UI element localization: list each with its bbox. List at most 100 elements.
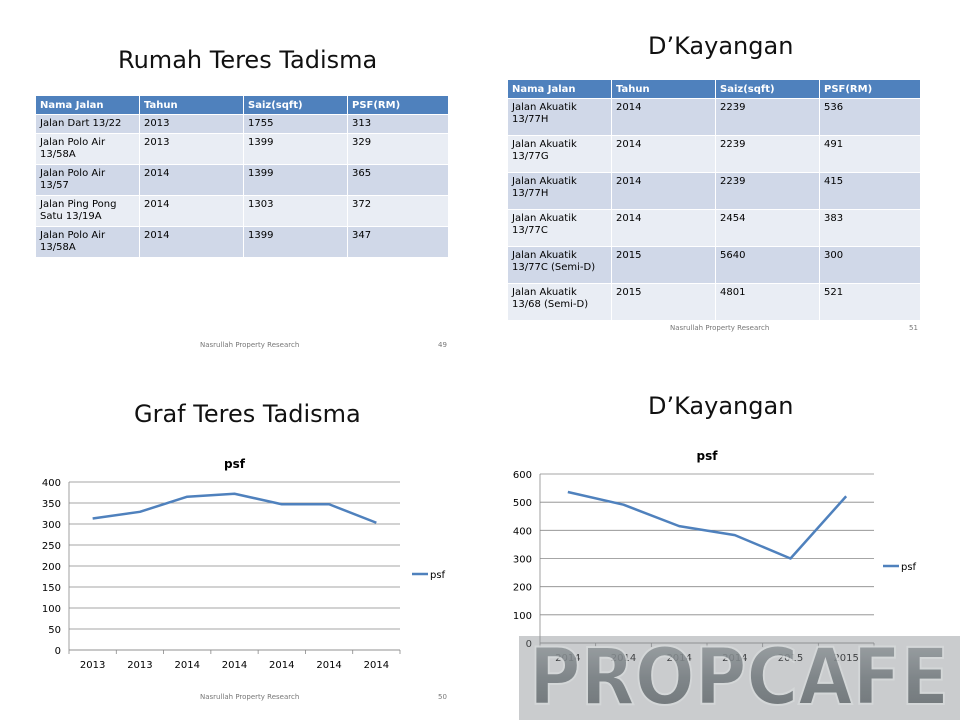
table-row: Jalan Dart 13/22 2013 1755 313: [36, 114, 449, 134]
col-header: Tahun: [139, 96, 244, 115]
y-tick-label: 500: [513, 498, 532, 509]
x-tick-label: 2014: [555, 653, 580, 664]
table-cell: 2014: [611, 98, 716, 136]
y-tick-label: 150: [42, 583, 61, 594]
y-tick-label: 0: [55, 646, 61, 657]
table-cell: 2014: [611, 135, 716, 173]
table-cell: 415: [819, 172, 921, 210]
table-row: Jalan Akuatik 13/77C 2014 2454 383: [508, 209, 921, 247]
slide1-title: Rumah Teres Tadisma: [118, 46, 378, 74]
slide4-title: D’Kayangan: [648, 392, 794, 420]
x-tick-label: 2014: [364, 660, 389, 671]
table-cell: Jalan Akuatik 13/77C: [508, 209, 612, 247]
table-cell: 365: [347, 164, 449, 196]
series-line-psf: [567, 490, 848, 560]
table-row: Jalan Akuatik 13/77G 2014 2239 491: [508, 135, 921, 173]
table-cell: 2015: [611, 283, 716, 320]
legend-label: psf: [430, 570, 446, 581]
table-cell: 1755: [243, 114, 348, 134]
chart-title: psf: [697, 449, 719, 463]
table-cell: 2014: [139, 226, 244, 257]
x-tick-label: 2013: [127, 660, 152, 671]
x-tick-label: 2015: [778, 653, 803, 664]
chart-dkayangan: psf 0 100 200 300 400 500 600 2014 2014 2014 2014 20…: [513, 449, 917, 664]
table-cell: Jalan Dart 13/22: [36, 114, 140, 134]
table-row: Jalan Ping Pong Satu 13/19A 2014 1303 372: [36, 195, 449, 227]
table-row: Jalan Akuatik 13/77H 2014 2239 536: [508, 98, 921, 136]
slide2-footer: Nasrullah Property Research: [670, 324, 770, 332]
table-cell: 2014: [611, 209, 716, 247]
table-cell: 329: [347, 133, 449, 165]
y-tick-label: 100: [42, 604, 61, 615]
table-cell: 347: [347, 226, 449, 257]
table-cell: 521: [819, 283, 921, 320]
slide2-title: D’Kayangan: [648, 32, 794, 60]
table-cell: Jalan Ping Pong Satu 13/19A: [36, 195, 140, 227]
legend-label: psf: [901, 562, 917, 573]
col-header: PSF(RM): [347, 96, 449, 115]
y-tick-label: 300: [513, 555, 532, 566]
x-tick-label: 2014: [666, 653, 691, 664]
table-cell: 2454: [715, 209, 820, 247]
table-cell: 300: [819, 246, 921, 284]
table-row: Jalan Akuatik 13/77C (Semi-D) 2015 5640 300: [508, 246, 921, 284]
table-row: Jalan Polo Air 13/58A 2014 1399 347: [36, 226, 449, 257]
table-cell: Jalan Akuatik 13/68 (Semi-D): [508, 283, 612, 320]
table-cell: Jalan Polo Air 13/58A: [36, 226, 140, 257]
table-cell: 1303: [243, 195, 348, 227]
table-cell: 1399: [243, 133, 348, 165]
x-tick-label: 2013: [80, 660, 105, 671]
table-cell: 372: [347, 195, 449, 227]
table-cell: 1399: [243, 226, 348, 257]
watermark-text: PROPCAFE: [529, 633, 949, 720]
table-cell: 4801: [715, 283, 820, 320]
col-header: Nama Jalan: [36, 96, 140, 115]
table-row: Jalan Polo Air 13/58A 2013 1399 329: [36, 133, 449, 165]
y-tick-label: 200: [513, 583, 532, 594]
table-cell: 2014: [611, 172, 716, 210]
table-cell: 313: [347, 114, 449, 134]
chart-teres-tadisma: psf 0 50 100 150 200 250 300 350 400 2013 2013 2014 2…: [42, 457, 446, 671]
y-tick-label: 200: [42, 562, 61, 573]
table-cell: 2014: [139, 195, 244, 227]
y-tick-label: 250: [42, 541, 61, 552]
table-cell: 2239: [715, 135, 820, 173]
col-header: Saiz(sqft): [243, 96, 348, 115]
x-tick-label: 2014: [174, 660, 199, 671]
table-cell: 383: [819, 209, 921, 247]
table-cell: 2239: [715, 172, 820, 210]
slide2-table: Nama Jalan Tahun Saiz(sqft) PSF(RM) Jala…: [508, 80, 921, 320]
propcafe-watermark: PROPCAFE: [519, 632, 960, 720]
y-tick-label: 100: [513, 611, 532, 622]
slide3-footer: Nasrullah Property Research: [200, 693, 300, 701]
x-tick-label: 2014: [222, 660, 247, 671]
table-cell: 2013: [139, 114, 244, 134]
table-row: Jalan Akuatik 13/68 (Semi-D) 2015 4801 521: [508, 283, 921, 320]
slide1-page-number: 49: [438, 341, 447, 349]
y-tick-label: 50: [48, 625, 61, 636]
table-cell: 1399: [243, 164, 348, 196]
col-header: Tahun: [611, 80, 716, 99]
x-tick-label: 2015: [833, 653, 858, 664]
slide1-footer: Nasrullah Property Research: [200, 341, 300, 349]
table-cell: 2015: [611, 246, 716, 284]
y-tick-label: 300: [42, 520, 61, 531]
col-header: Nama Jalan: [508, 80, 612, 99]
y-tick-label: 400: [513, 526, 532, 537]
table-cell: Jalan Akuatik 13/77H: [508, 172, 612, 210]
chart-title: psf: [224, 457, 246, 471]
slide2-page-number: 51: [909, 324, 918, 332]
slide3-title: Graf Teres Tadisma: [134, 400, 361, 428]
table-cell: Jalan Polo Air 13/57: [36, 164, 140, 196]
y-tick-label: 0: [526, 639, 532, 650]
col-header: Saiz(sqft): [715, 80, 820, 99]
x-tick-label: 2014: [316, 660, 341, 671]
slide1-table: Nama Jalan Tahun Saiz(sqft) PSF(RM) Jala…: [36, 96, 449, 257]
table-row: Jalan Polo Air 13/57 2014 1399 365: [36, 164, 449, 196]
table-row: Jalan Akuatik 13/77H 2014 2239 415: [508, 172, 921, 210]
table-cell: 536: [819, 98, 921, 136]
table-cell: 5640: [715, 246, 820, 284]
series-line-psf: [92, 492, 377, 524]
x-tick-label: 2014: [722, 653, 747, 664]
